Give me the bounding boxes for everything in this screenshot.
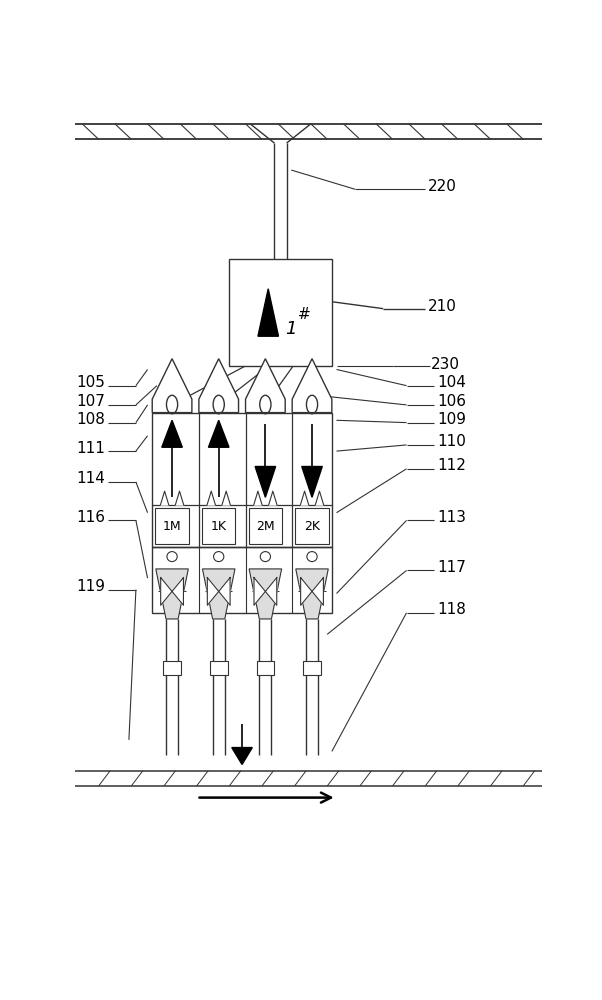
Text: 114: 114 xyxy=(76,471,105,486)
Polygon shape xyxy=(152,359,192,413)
Text: 113: 113 xyxy=(437,510,466,525)
Polygon shape xyxy=(156,569,188,619)
Text: 112: 112 xyxy=(437,458,466,473)
Text: 110: 110 xyxy=(437,434,466,449)
Bar xyxy=(249,508,282,544)
Polygon shape xyxy=(172,578,184,605)
Polygon shape xyxy=(175,491,184,505)
Polygon shape xyxy=(160,491,169,505)
Bar xyxy=(155,508,188,544)
Polygon shape xyxy=(302,466,322,497)
Polygon shape xyxy=(300,578,312,605)
Polygon shape xyxy=(253,491,262,505)
Bar xyxy=(163,661,181,675)
Polygon shape xyxy=(265,578,277,605)
Polygon shape xyxy=(258,289,279,336)
Polygon shape xyxy=(315,491,324,505)
Text: 104: 104 xyxy=(437,375,466,390)
Text: 1: 1 xyxy=(285,320,297,338)
Polygon shape xyxy=(162,420,182,447)
Text: 108: 108 xyxy=(76,412,105,427)
Text: 111: 111 xyxy=(76,441,105,456)
Polygon shape xyxy=(296,569,328,619)
Polygon shape xyxy=(268,491,277,505)
Text: 210: 210 xyxy=(427,299,456,314)
Polygon shape xyxy=(254,578,265,605)
Bar xyxy=(152,413,332,547)
Bar xyxy=(256,661,275,675)
Text: 230: 230 xyxy=(431,357,460,372)
Polygon shape xyxy=(161,578,172,605)
Bar xyxy=(229,259,332,366)
Text: 2K: 2K xyxy=(304,520,320,533)
Polygon shape xyxy=(232,748,252,764)
Text: 109: 109 xyxy=(437,412,466,427)
Polygon shape xyxy=(208,420,229,447)
Polygon shape xyxy=(249,569,282,619)
Text: 1M: 1M xyxy=(163,520,181,533)
Bar xyxy=(210,661,228,675)
Text: 116: 116 xyxy=(76,510,105,525)
Text: 2M: 2M xyxy=(256,520,275,533)
Bar xyxy=(296,508,329,544)
Text: 118: 118 xyxy=(437,602,466,617)
Text: #: # xyxy=(298,307,311,322)
Polygon shape xyxy=(246,359,285,413)
Polygon shape xyxy=(207,491,216,505)
Text: 220: 220 xyxy=(427,179,456,194)
Polygon shape xyxy=(199,359,238,413)
Text: 105: 105 xyxy=(76,375,105,390)
Text: 117: 117 xyxy=(437,560,466,575)
Polygon shape xyxy=(255,466,276,497)
Bar xyxy=(152,547,332,613)
Text: 119: 119 xyxy=(76,579,105,594)
Polygon shape xyxy=(222,491,231,505)
Text: 1K: 1K xyxy=(211,520,227,533)
Text: 107: 107 xyxy=(76,394,105,409)
Polygon shape xyxy=(300,491,309,505)
Bar xyxy=(303,661,321,675)
Polygon shape xyxy=(202,569,235,619)
Bar xyxy=(202,508,235,544)
Polygon shape xyxy=(292,359,332,413)
Text: 106: 106 xyxy=(437,394,466,409)
Polygon shape xyxy=(219,578,230,605)
Polygon shape xyxy=(312,578,323,605)
Polygon shape xyxy=(207,578,219,605)
